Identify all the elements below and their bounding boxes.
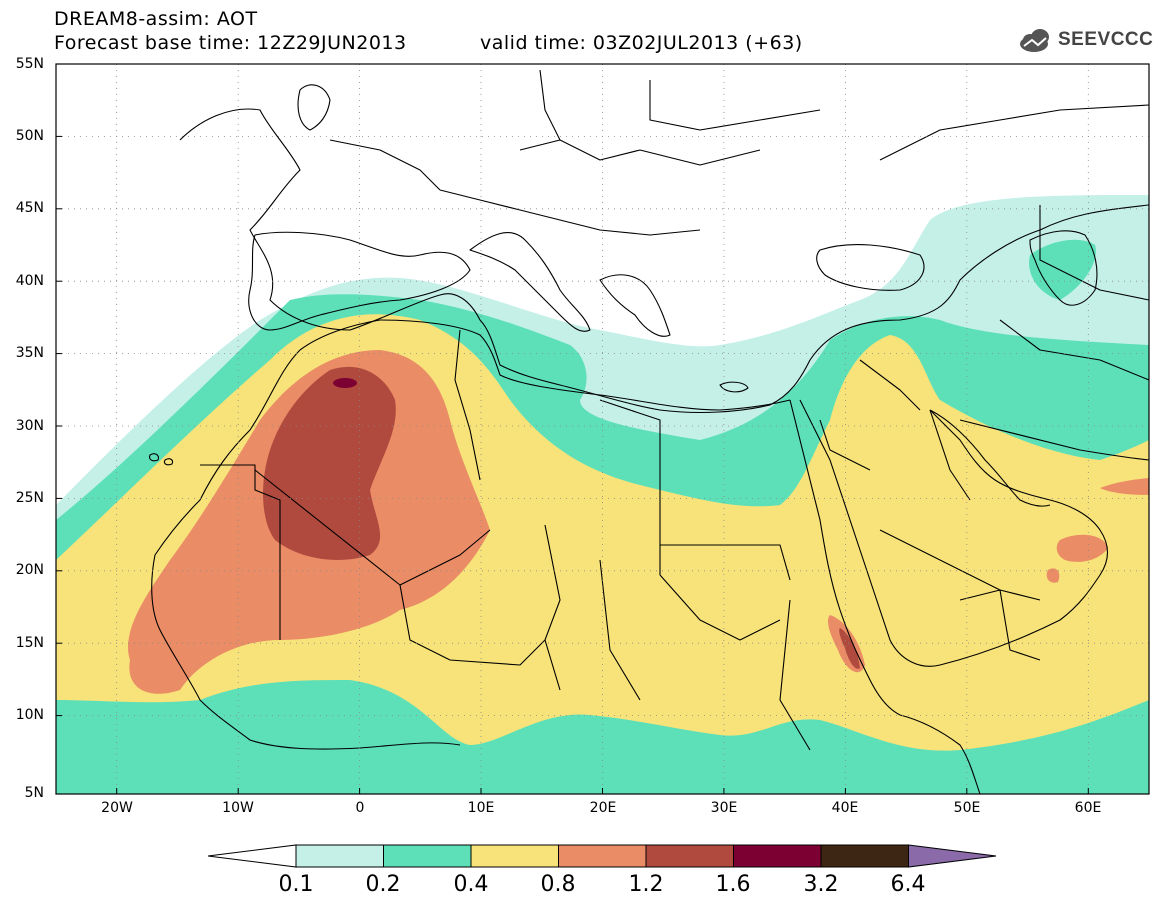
lon-label: 10E: [467, 800, 495, 816]
lat-label: 25N: [15, 490, 44, 506]
lat-label: 50N: [15, 128, 44, 144]
forecast-base-time: Forecast base time: 12Z29JUN2013: [54, 32, 407, 54]
lon-label: 0: [355, 800, 365, 816]
colorbar-0.2: [383, 844, 472, 868]
colorbar-label: 0.8: [540, 872, 576, 897]
aot-band-1.2: [263, 366, 396, 560]
lon-label: 10W: [222, 800, 254, 816]
border-17: [439, 189, 701, 236]
map-title: DREAM8-assim: AOT: [54, 8, 258, 30]
colorbar: [207, 844, 997, 868]
lat-label: 15N: [15, 635, 44, 651]
colorbar-0.8: [558, 844, 647, 868]
lon-label: 30E: [710, 800, 738, 816]
lat-label: 20N: [15, 562, 44, 578]
lat-label: 40N: [15, 273, 44, 289]
border-2: [254, 469, 491, 586]
colorbar-0.1: [295, 844, 384, 868]
border-6: [599, 399, 661, 575]
colorbar-label: 1.2: [628, 872, 664, 897]
lat-label: 5N: [24, 785, 44, 801]
coastline-africa-west: [151, 349, 461, 750]
coastline-cyprus: [719, 381, 749, 393]
coastline-italy: [469, 232, 591, 332]
border-12: [929, 409, 971, 501]
border-19: [539, 69, 561, 141]
coastline-africa-north: [299, 319, 791, 411]
border-3: [399, 584, 546, 666]
coastline-redsea-west: [789, 399, 901, 716]
logo-text: SEEVCCC: [1058, 29, 1154, 50]
lon-label: 20W: [101, 800, 133, 816]
colorbar-over: [908, 844, 997, 868]
coastline-persian-gulf: [929, 409, 1051, 507]
colorbar-label: 1.6: [715, 872, 751, 897]
lon-label: 60E: [1074, 800, 1102, 816]
lat-label: 55N: [15, 56, 44, 72]
colorbar-1.2: [645, 844, 734, 868]
aot-orange-oman2: [1046, 568, 1060, 583]
colorbar-label: 0.4: [453, 872, 489, 897]
aot-band-1.6: [333, 378, 357, 388]
border-7: [660, 544, 791, 581]
coastline-iran: [959, 419, 1149, 461]
colorbar-3.2: [820, 844, 909, 868]
cloud-logo-icon: [1020, 29, 1049, 52]
valid-time: valid time: 03Z02JUL2013 (+63): [480, 32, 803, 54]
colorbar-label: 0.2: [365, 872, 401, 897]
colorbar-label: 0.1: [278, 872, 314, 897]
border-1: [200, 464, 281, 640]
colorbar-label: 3.2: [803, 872, 839, 897]
coastline-greece: [599, 274, 671, 337]
aot-green-caspian: [1029, 239, 1096, 300]
border-18: [329, 139, 441, 191]
lat-label: 35N: [15, 345, 44, 361]
coastline-canaries: [149, 453, 174, 466]
border-14: [1039, 205, 1149, 301]
aot-darkred-redsea: [839, 628, 860, 669]
lat-label: 30N: [15, 418, 44, 434]
lon-label: 40E: [831, 800, 859, 816]
coastlines-borders: [149, 69, 1149, 794]
border-22: [819, 419, 871, 471]
colorbar-0.4: [470, 844, 559, 868]
coastline-british-isles: [297, 84, 331, 131]
border-8: [659, 574, 781, 641]
coastline-black-sea: [816, 244, 925, 291]
coastline-europe-west: [179, 108, 1149, 414]
border-10: [779, 599, 811, 751]
border-16: [519, 139, 761, 166]
border-23: [999, 319, 1149, 381]
coastline-iberia: [248, 231, 471, 331]
border-21: [959, 589, 1041, 661]
lon-label: 50E: [953, 800, 981, 816]
border-11: [879, 529, 1041, 601]
border-4: [454, 329, 481, 481]
colorbar-under: [207, 844, 297, 868]
gridlines: [56, 64, 1149, 794]
aot-orange-oman: [1056, 534, 1108, 562]
lat-label: 10N: [15, 707, 44, 723]
colorbar-1.6: [733, 844, 822, 868]
tick-marks: [56, 63, 1089, 795]
border-5: [544, 524, 561, 691]
lat-label: 45N: [15, 200, 44, 216]
lon-label: 20E: [589, 800, 617, 816]
coastline-somalia: [899, 714, 981, 794]
border-9: [599, 559, 641, 701]
border-15: [879, 104, 1149, 161]
colorbar-label: 6.4: [890, 872, 926, 897]
border-13: [859, 359, 921, 411]
aot-orange-east: [1100, 478, 1149, 495]
coastline-caspian: [1029, 230, 1098, 306]
coastline-arabia: [799, 399, 1109, 667]
border-20: [649, 80, 821, 131]
